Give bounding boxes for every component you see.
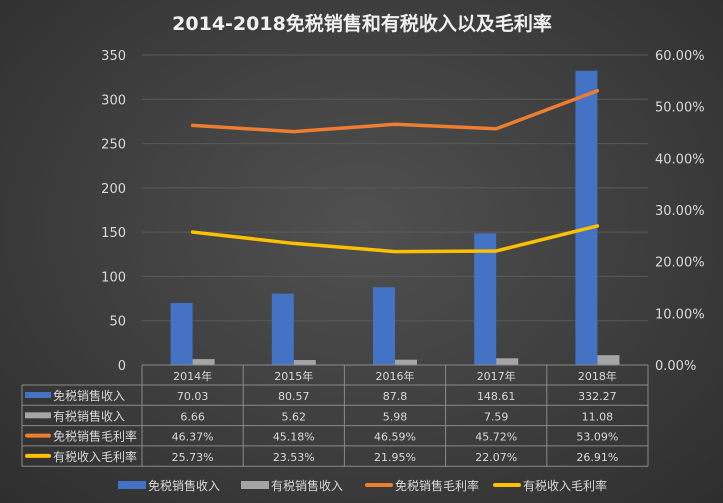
bar-有税销售收入 (496, 358, 519, 365)
line-免税销售毛利率 (190, 88, 600, 134)
table-cell: 46.59% (374, 431, 416, 444)
table-cell: 26.91% (576, 451, 618, 464)
table-header-cell: 2017年 (477, 369, 516, 383)
legend-label: 免税销售收入 (148, 478, 220, 493)
legend-key (365, 483, 393, 487)
legend-key (118, 481, 146, 489)
bar-免税销售收入 (474, 233, 497, 365)
table-cell: 7.59 (484, 410, 509, 423)
bar-免税销售收入 (373, 287, 395, 365)
bar-免税销售收入 (170, 302, 193, 365)
table-cell: 45.72% (475, 431, 517, 444)
legend-label: 免税销售毛利率 (395, 478, 479, 493)
table-cell: 45.18% (273, 431, 315, 444)
legend-key (493, 483, 521, 487)
legend-label: 有税收入毛利率 (523, 478, 607, 493)
table-legend-key (25, 433, 51, 438)
table-header-cell: 2018年 (578, 369, 617, 383)
table-header-cell: 2015年 (274, 369, 313, 383)
bar-有税销售收入 (293, 360, 316, 365)
table-cell: 21.95% (374, 451, 416, 464)
bar-有税销售收入 (597, 355, 620, 365)
bar-有税销售收入 (395, 359, 417, 365)
table-cell: 46.37% (172, 431, 214, 444)
table-legend-key (25, 453, 51, 458)
line-有税收入毛利率 (190, 224, 600, 254)
right-axis-tick-label: 50.00% (655, 101, 705, 116)
right-axis-tick-label: 10.00% (655, 307, 705, 322)
bar-有税销售收入 (192, 359, 215, 365)
table-cell: 5.62 (282, 410, 307, 423)
bar-免税销售收入 (271, 293, 294, 365)
left-axis-tick-label: 100 (101, 270, 126, 285)
right-axis-tick-label: 40.00% (655, 152, 705, 167)
table-legend-key (25, 392, 51, 398)
right-axis-tick-label: 30.00% (655, 204, 705, 219)
table-cell: 23.53% (273, 451, 315, 464)
table-cell: 11.08 (582, 410, 614, 423)
table-cell: 6.66 (180, 410, 205, 423)
table-cell: 87.8 (383, 390, 408, 403)
table-cell: 5.98 (383, 410, 408, 423)
left-axis-tick-label: 0 (118, 359, 126, 374)
table-row-label: 免税销售毛利率 (53, 429, 137, 444)
table-cell: 25.73% (172, 451, 214, 464)
left-axis-tick-label: 150 (101, 226, 126, 241)
table-row-label: 有税收入毛利率 (53, 449, 137, 464)
legend-key (241, 481, 269, 489)
left-axis-tick-label: 300 (101, 93, 126, 108)
left-axis-tick-label: 50 (109, 315, 126, 330)
left-axis-tick-label: 250 (101, 138, 126, 153)
table-header-cell: 2014年 (173, 369, 212, 383)
bar-免税销售收入 (575, 70, 598, 366)
table-cell: 70.03 (177, 390, 209, 403)
table-cell: 53.09% (576, 431, 618, 444)
left-axis-tick-label: 350 (101, 49, 126, 64)
right-axis-tick-label: 60.00% (655, 49, 705, 64)
table-cell: 22.07% (475, 451, 517, 464)
legend-label: 有税销售收入 (271, 478, 343, 493)
table-row-label: 免税销售收入 (53, 388, 125, 403)
table-cell: 148.61 (477, 390, 516, 403)
right-axis-tick-label: 0.00% (655, 359, 696, 374)
left-axis-tick-label: 200 (101, 182, 126, 197)
chart-title: 2014-2018免税销售和有税收入以及毛利率 (172, 12, 552, 35)
table-cell: 80.57 (278, 390, 310, 403)
right-axis-tick-label: 20.00% (655, 256, 705, 271)
table-header-cell: 2016年 (376, 369, 415, 383)
table-legend-key (25, 412, 51, 419)
table-row-label: 有税销售收入 (53, 408, 125, 423)
table-cell: 332.27 (578, 390, 617, 403)
